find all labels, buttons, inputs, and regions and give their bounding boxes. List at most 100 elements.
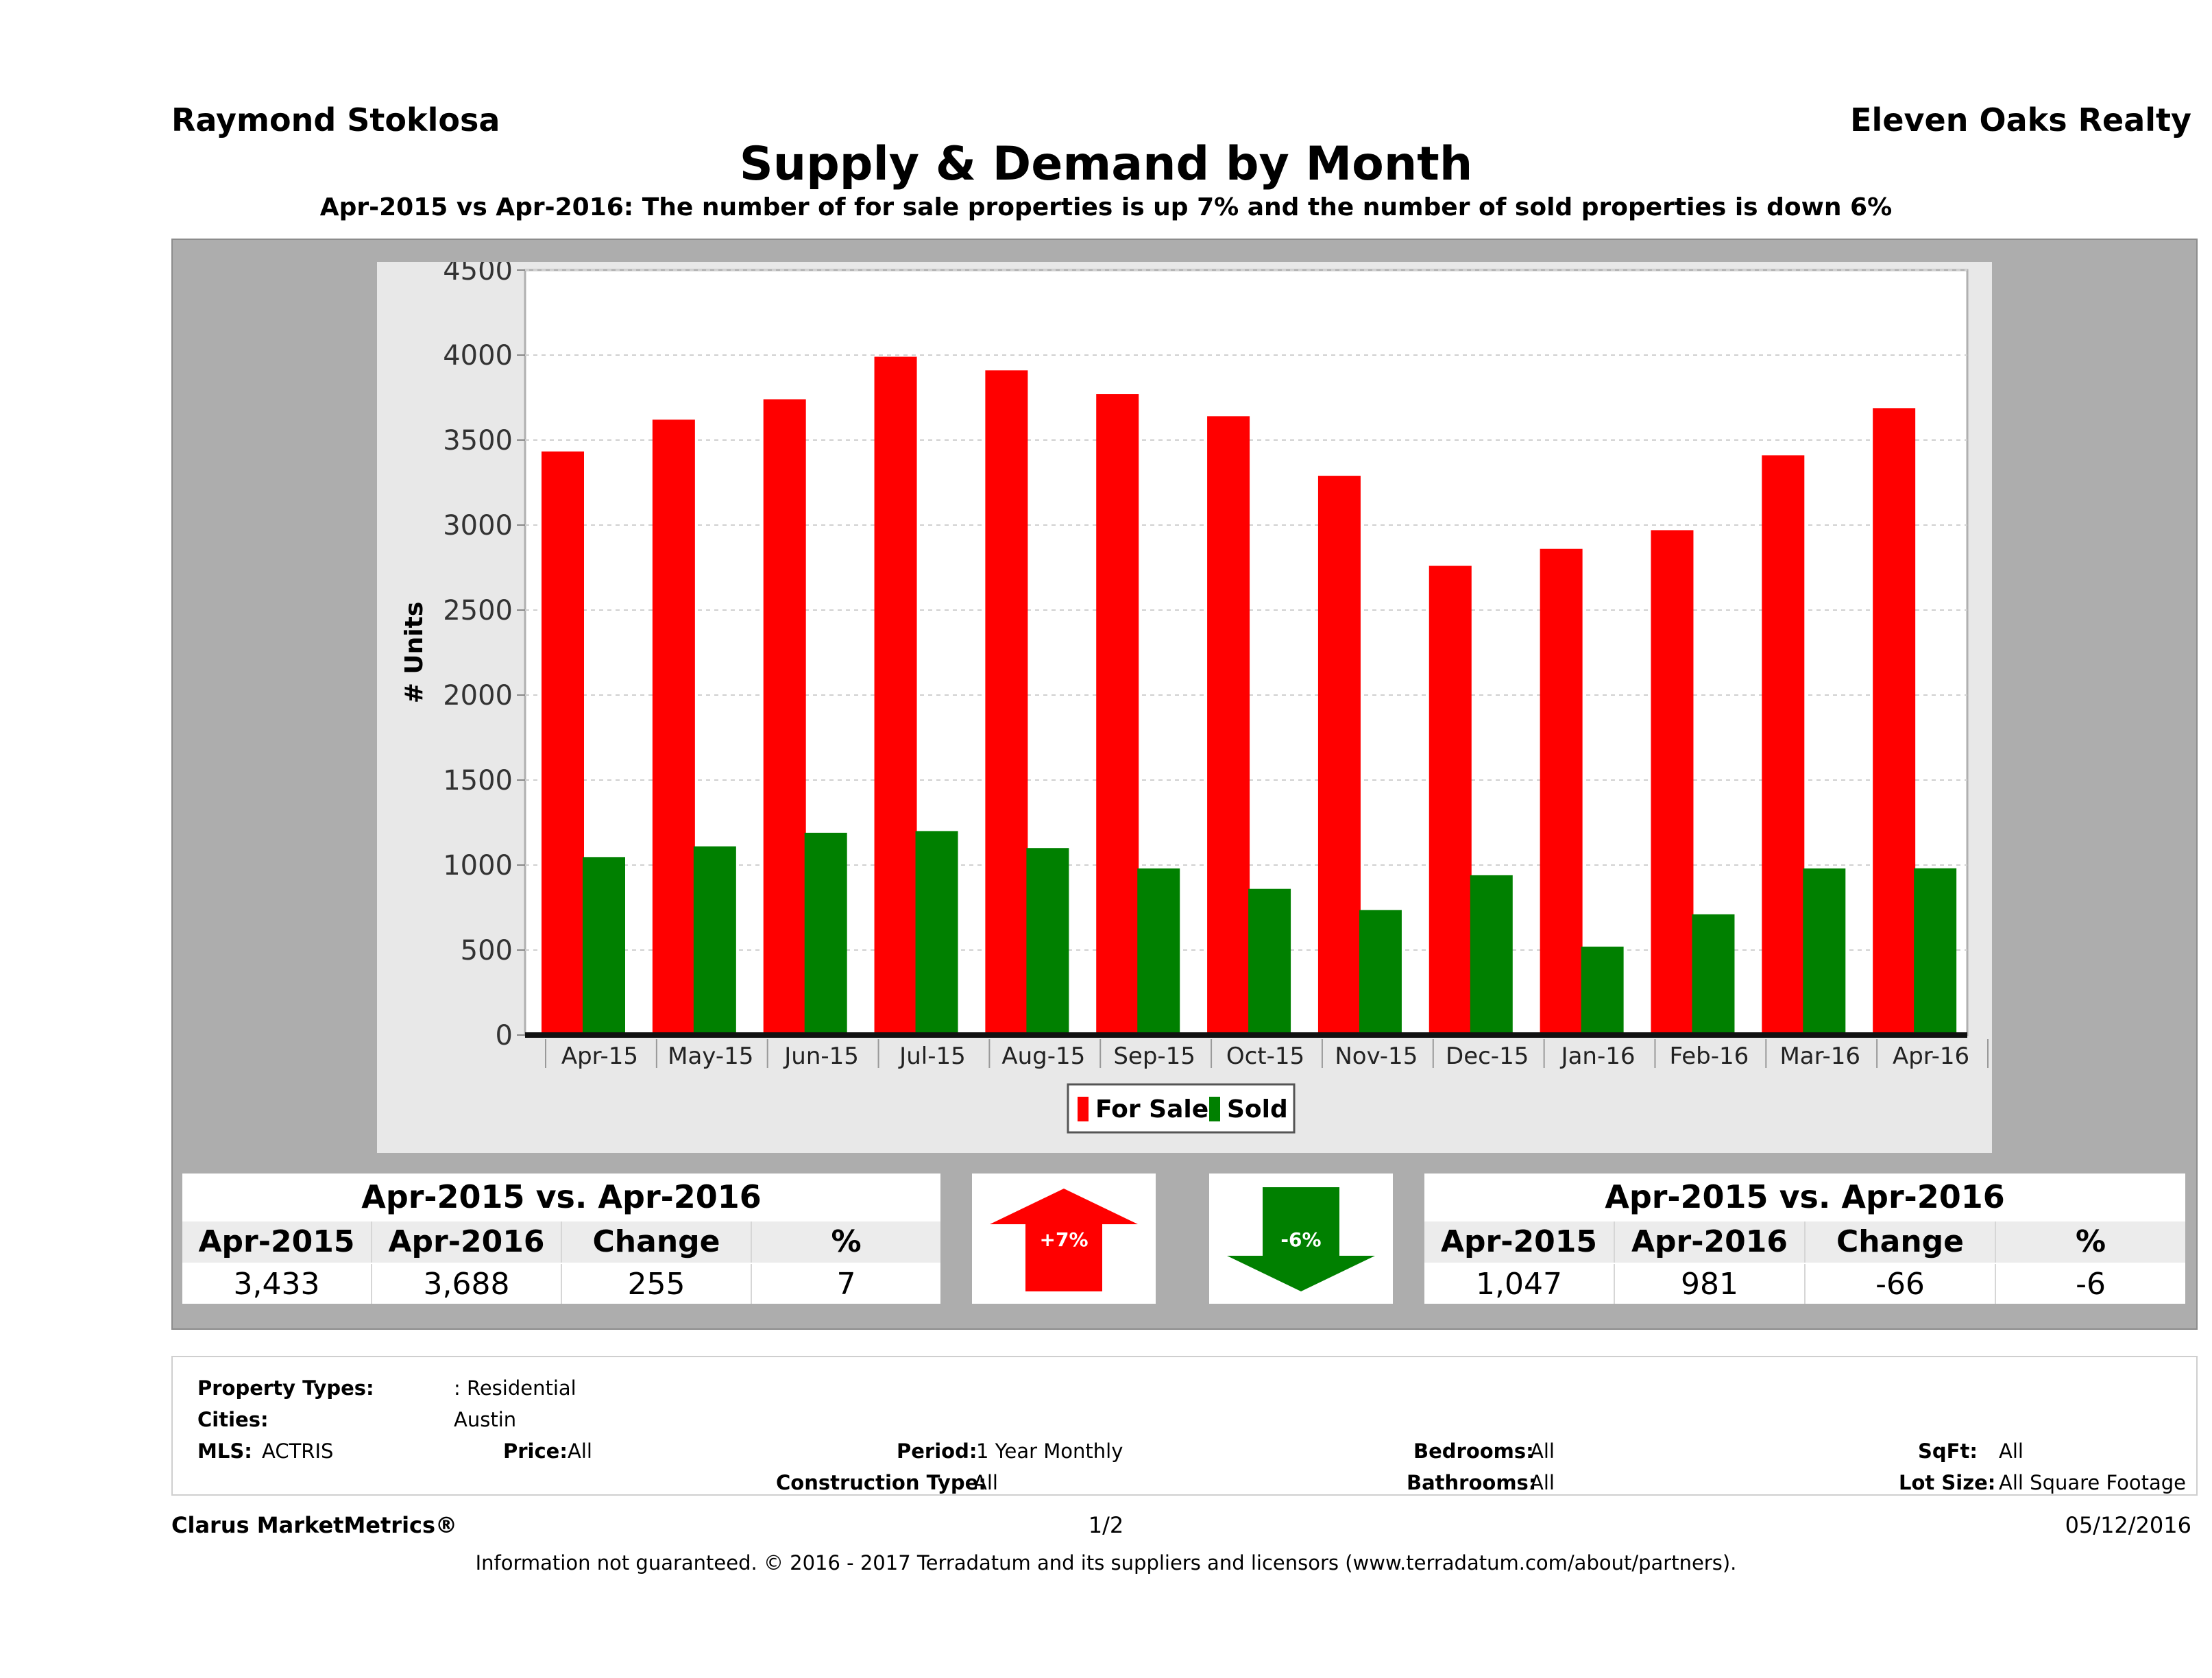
construction-type-label: Construction Type: (776, 1471, 986, 1494)
period-label: Period: (897, 1439, 977, 1463)
stats-value-cell: 981 (1615, 1264, 1806, 1304)
x-tick-label: Sep-15 (1113, 1043, 1195, 1070)
sold-bar (1248, 888, 1291, 1035)
x-tick-label: Jun-15 (783, 1043, 859, 1070)
x-tick-label: Apr-16 (1893, 1043, 1969, 1070)
stats-value-cell: 3,688 (372, 1264, 562, 1304)
price-label: Price: (503, 1439, 568, 1463)
sold-bar (1692, 914, 1735, 1035)
y-axis-label: # Units (400, 602, 428, 704)
page-number: 1/2 (1088, 1512, 1124, 1538)
disclaimer: Information not guaranteed. © 2016 - 201… (475, 1551, 1737, 1574)
for-sale-stats-header-row: Apr-2015 Apr-2016 Change % (182, 1221, 940, 1263)
company-name: Eleven Oaks Realty (1850, 101, 2191, 138)
stats-header-cell: Apr-2015 (1424, 1221, 1615, 1263)
period-value: 1 Year Monthly (976, 1439, 1123, 1463)
report-title: Supply & Demand by Month (739, 137, 1473, 191)
y-tick-label: 2000 (443, 680, 513, 712)
stats-header-cell: % (831, 1224, 862, 1259)
sold-bar (1026, 848, 1069, 1035)
bedrooms-label: Bedrooms: (1413, 1439, 1534, 1463)
for-sale-stats-table: Apr-2015 vs. Apr-2016 Apr-2015 Apr-2016 … (182, 1174, 940, 1304)
sold-bar (1137, 868, 1180, 1035)
x-tick-label: Oct-15 (1226, 1043, 1304, 1070)
y-tick-label: 1500 (443, 765, 513, 797)
property-types-label: Property Types: (197, 1376, 374, 1400)
x-tick-label: Apr-15 (561, 1043, 638, 1070)
stats-value-cell: -66 (1806, 1264, 1996, 1304)
stats-header-cell: Change (562, 1221, 752, 1263)
price-value: All (568, 1439, 592, 1463)
y-tick-label: 4500 (443, 262, 513, 287)
stats-value-cell: 1,047 (1424, 1264, 1615, 1304)
for-sale-bar (1540, 548, 1583, 1035)
for-sale-stats-value-row: 3,433 3,688 255 7 (182, 1264, 940, 1304)
sold-stats-header-row: Apr-2015 Apr-2016 Change % (1424, 1221, 2185, 1263)
for-sale-bar (1317, 476, 1361, 1035)
sold-change-arrow-box: -6% (1209, 1174, 1393, 1304)
y-tick-label: 2500 (443, 595, 513, 627)
brand-name: Clarus MarketMetrics® (171, 1512, 458, 1538)
sqft-label: SqFt: (1918, 1439, 1978, 1463)
report-subtitle: Apr-2015 vs Apr-2016: The number of for … (319, 193, 1893, 221)
lot-size-label: Lot Size: (1899, 1471, 1996, 1494)
stats-value-cell: 7 (836, 1267, 856, 1302)
sold-bar (1914, 868, 1957, 1035)
x-tick-label: Mar-16 (1779, 1043, 1860, 1070)
bar-chart: 0 500 1000 1500 2000 2500 3000 3500 4000 4500 # Un… (400, 262, 1989, 1134)
for-sale-bar (1873, 408, 1916, 1035)
search-criteria-box: Property Types: : Residential Cities: Au… (171, 1356, 2198, 1496)
x-tick-label: Dec-15 (1446, 1043, 1529, 1070)
for-sale-bar (874, 356, 917, 1035)
mls-label: MLS: (197, 1439, 252, 1463)
x-tick-label: Feb-16 (1670, 1043, 1749, 1070)
chart-panel: 0 500 1000 1500 2000 2500 3000 3500 4000 4500 # Un… (377, 262, 1992, 1153)
legend-swatch-sold (1209, 1097, 1220, 1121)
legend-box (1067, 1083, 1296, 1134)
sold-bar (583, 857, 625, 1035)
legend-label-sold: Sold (1227, 1095, 1288, 1123)
for-sale-stats-title: Apr-2015 vs. Apr-2016 (361, 1178, 762, 1215)
for-sale-change-arrow-box: +7% (972, 1174, 1156, 1304)
sold-bar (1359, 910, 1402, 1035)
lot-size-value: All Square Footage (1999, 1471, 2187, 1494)
construction-type-value: All (973, 1471, 998, 1494)
for-sale-bar (1651, 530, 1694, 1035)
for-sale-bar (763, 399, 806, 1035)
x-tick-label: Jan-16 (1560, 1043, 1636, 1070)
for-sale-change-label: +7% (1040, 1228, 1089, 1251)
sold-stats-title: Apr-2015 vs. Apr-2016 (1605, 1178, 2005, 1215)
for-sale-bar (1207, 416, 1250, 1035)
y-tick-label: 0 (496, 1020, 513, 1051)
sold-change-label: -6% (1280, 1228, 1321, 1251)
x-tick-label: Nov-15 (1335, 1043, 1418, 1070)
for-sale-bar (542, 451, 584, 1035)
legend-swatch-for-sale (1078, 1097, 1089, 1121)
stats-header-cell: Apr-2016 (372, 1221, 562, 1263)
stats-header-cell: Apr-2015 (182, 1221, 372, 1263)
arrow-up-icon (990, 1189, 1138, 1291)
sold-stats-table: Apr-2015 vs. Apr-2016 Apr-2015 Apr-2016 … (1424, 1174, 2185, 1304)
stats-header-cell: % (2075, 1224, 2106, 1259)
x-tick-label: Aug-15 (1001, 1043, 1085, 1070)
mls-value: ACTRIS (262, 1439, 334, 1463)
sold-bar (693, 846, 736, 1035)
y-tick-label: 3000 (443, 510, 513, 542)
for-sale-bar (985, 370, 1028, 1035)
cities-label: Cities: (197, 1408, 269, 1431)
arrow-down-icon (1227, 1187, 1375, 1291)
y-tick-label: 4000 (443, 340, 513, 372)
x-tick-label: Jul-15 (898, 1043, 966, 1070)
for-sale-bar (1762, 455, 1805, 1035)
bedrooms-value: All (1530, 1439, 1555, 1463)
for-sale-bar (1429, 566, 1472, 1035)
stats-value-cell: 255 (562, 1264, 752, 1304)
sold-bar (804, 832, 847, 1035)
sold-bar (1581, 947, 1624, 1035)
bathrooms-label: Bathrooms: (1407, 1471, 1537, 1494)
report-date: 05/12/2016 (2065, 1512, 2191, 1538)
sqft-value: All (1999, 1439, 2023, 1463)
y-tick-label: 500 (461, 935, 513, 966)
y-tick-label: 3500 (443, 425, 513, 457)
sold-bar (1470, 875, 1513, 1035)
